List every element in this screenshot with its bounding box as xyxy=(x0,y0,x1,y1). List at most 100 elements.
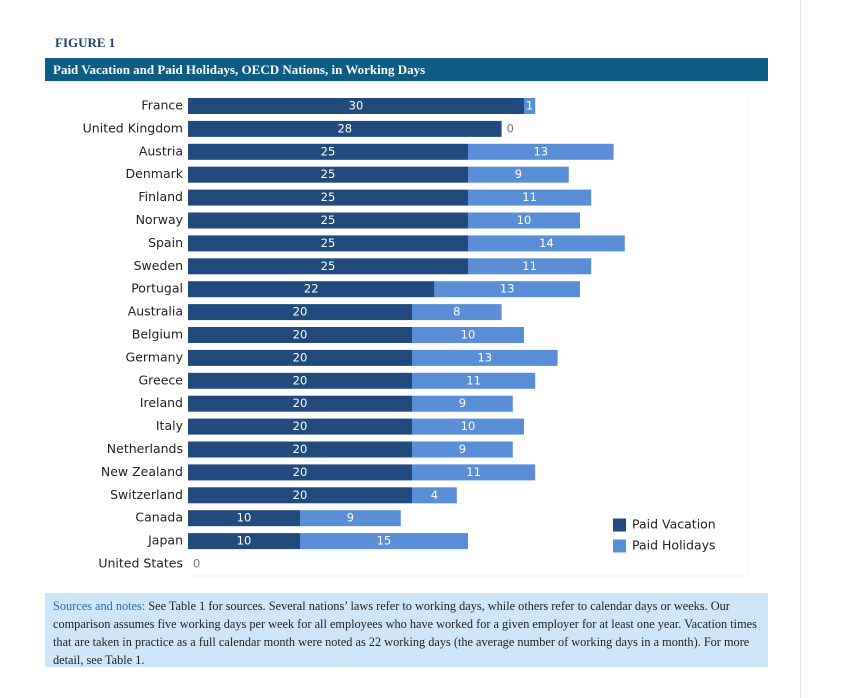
bar-segment xyxy=(468,143,614,160)
bar-segment xyxy=(412,349,558,366)
bar-segment xyxy=(188,327,412,343)
legend-swatch xyxy=(613,518,626,532)
bar-segment xyxy=(412,304,502,321)
category-label: Norway xyxy=(136,212,184,227)
bar-segment xyxy=(300,533,468,550)
legend-label: Paid Holidays xyxy=(632,538,716,553)
bar-segment xyxy=(524,98,536,114)
category-label: Austria xyxy=(139,143,183,158)
value-label: 25 xyxy=(321,213,336,227)
value-label: 20 xyxy=(293,373,308,387)
category-label: United States xyxy=(98,556,183,571)
value-label: 4 xyxy=(431,488,438,502)
figure-label: FIGURE 1 xyxy=(55,35,116,50)
value-label: 11 xyxy=(466,465,481,479)
value-label: 20 xyxy=(293,419,308,433)
value-label: 0 xyxy=(193,557,200,571)
category-label: New Zealand xyxy=(101,464,183,479)
bar-segment xyxy=(188,372,412,389)
bar-segment xyxy=(468,166,569,183)
value-label: 9 xyxy=(459,442,466,456)
category-label: France xyxy=(141,98,183,113)
bar-segment xyxy=(188,235,468,252)
category-label: Spain xyxy=(148,235,183,250)
value-label: 25 xyxy=(321,144,336,158)
notes-label: Sources and notes: xyxy=(53,599,146,613)
category-label: Ireland xyxy=(140,395,183,410)
bar-segment xyxy=(188,487,412,504)
chart: France 30 1 United Kingdom 28 0 Austria 25 13 Den… xyxy=(83,94,749,577)
bar-segment xyxy=(412,418,524,435)
value-label: 20 xyxy=(293,442,308,456)
value-label: 11 xyxy=(466,373,481,387)
value-label: 20 xyxy=(293,488,308,502)
value-label: 8 xyxy=(453,305,460,319)
value-label: 9 xyxy=(347,511,354,525)
legend-label: Paid Vacation xyxy=(632,517,716,532)
category-label: Canada xyxy=(135,510,183,525)
value-label: 22 xyxy=(304,282,319,296)
bar-segment xyxy=(434,281,580,298)
chart-title: Paid Vacation and Paid Holidays, OECD Na… xyxy=(45,58,768,81)
notes: Sources and notes: See Table 1 for sourc… xyxy=(45,593,768,667)
bar-segment xyxy=(468,235,625,252)
bar-segment xyxy=(188,189,468,206)
category-label: United Kingdom xyxy=(83,120,183,135)
value-label: 13 xyxy=(477,350,492,364)
bar-segment xyxy=(468,212,580,229)
value-label: 13 xyxy=(533,144,548,158)
notes-text: See Table 1 for sources. Several nations… xyxy=(53,599,757,667)
bar-segment xyxy=(188,510,300,527)
bar-segment xyxy=(188,120,502,137)
value-label: 9 xyxy=(459,396,466,410)
value-label: 25 xyxy=(321,236,336,250)
category-label: Denmark xyxy=(126,166,184,181)
legend-swatch xyxy=(613,539,626,553)
bar-segment xyxy=(188,304,412,321)
value-label: 10 xyxy=(461,328,476,342)
value-label: 20 xyxy=(293,328,308,342)
category-label: Australia xyxy=(128,304,183,319)
bar-segment xyxy=(188,281,435,298)
value-label: 25 xyxy=(321,259,336,273)
category-label: Greece xyxy=(139,372,184,387)
category-label: Finland xyxy=(138,189,183,204)
bar-segment xyxy=(188,533,300,550)
bar-segment xyxy=(188,166,468,183)
category-label: Netherlands xyxy=(107,441,183,456)
bar-segment xyxy=(188,212,468,229)
category-label: Portugal xyxy=(131,281,183,296)
category-label: Belgium xyxy=(132,327,183,342)
bar-segment xyxy=(188,395,412,412)
bar-segment xyxy=(188,258,468,275)
value-label: 11 xyxy=(522,190,537,204)
value-label: 13 xyxy=(500,282,515,296)
bar-segment xyxy=(188,418,412,435)
value-label: 28 xyxy=(337,121,352,135)
category-label: Switzerland xyxy=(110,487,183,502)
value-label: 20 xyxy=(293,396,308,410)
value-label: 20 xyxy=(293,465,308,479)
value-label: 9 xyxy=(515,167,522,181)
bar-segment xyxy=(412,464,536,481)
category-label: Italy xyxy=(156,418,184,433)
value-label: 14 xyxy=(539,236,554,250)
bar-segment xyxy=(188,349,412,366)
value-label: 10 xyxy=(517,213,532,227)
value-label: 15 xyxy=(377,534,392,548)
bar-segment xyxy=(412,395,513,412)
value-label: 30 xyxy=(349,99,364,113)
value-label: 11 xyxy=(522,259,537,273)
category-label: Sweden xyxy=(134,258,183,273)
value-label: 25 xyxy=(321,190,336,204)
bar-segment xyxy=(412,441,513,458)
value-label: 20 xyxy=(293,350,308,364)
bar-segment xyxy=(412,327,524,343)
bar-segment xyxy=(188,464,412,481)
bar-segment xyxy=(412,372,536,389)
value-label: 1 xyxy=(526,99,533,113)
value-label: 20 xyxy=(293,305,308,319)
category-label: Germany xyxy=(126,349,184,364)
page-edge xyxy=(800,0,801,698)
